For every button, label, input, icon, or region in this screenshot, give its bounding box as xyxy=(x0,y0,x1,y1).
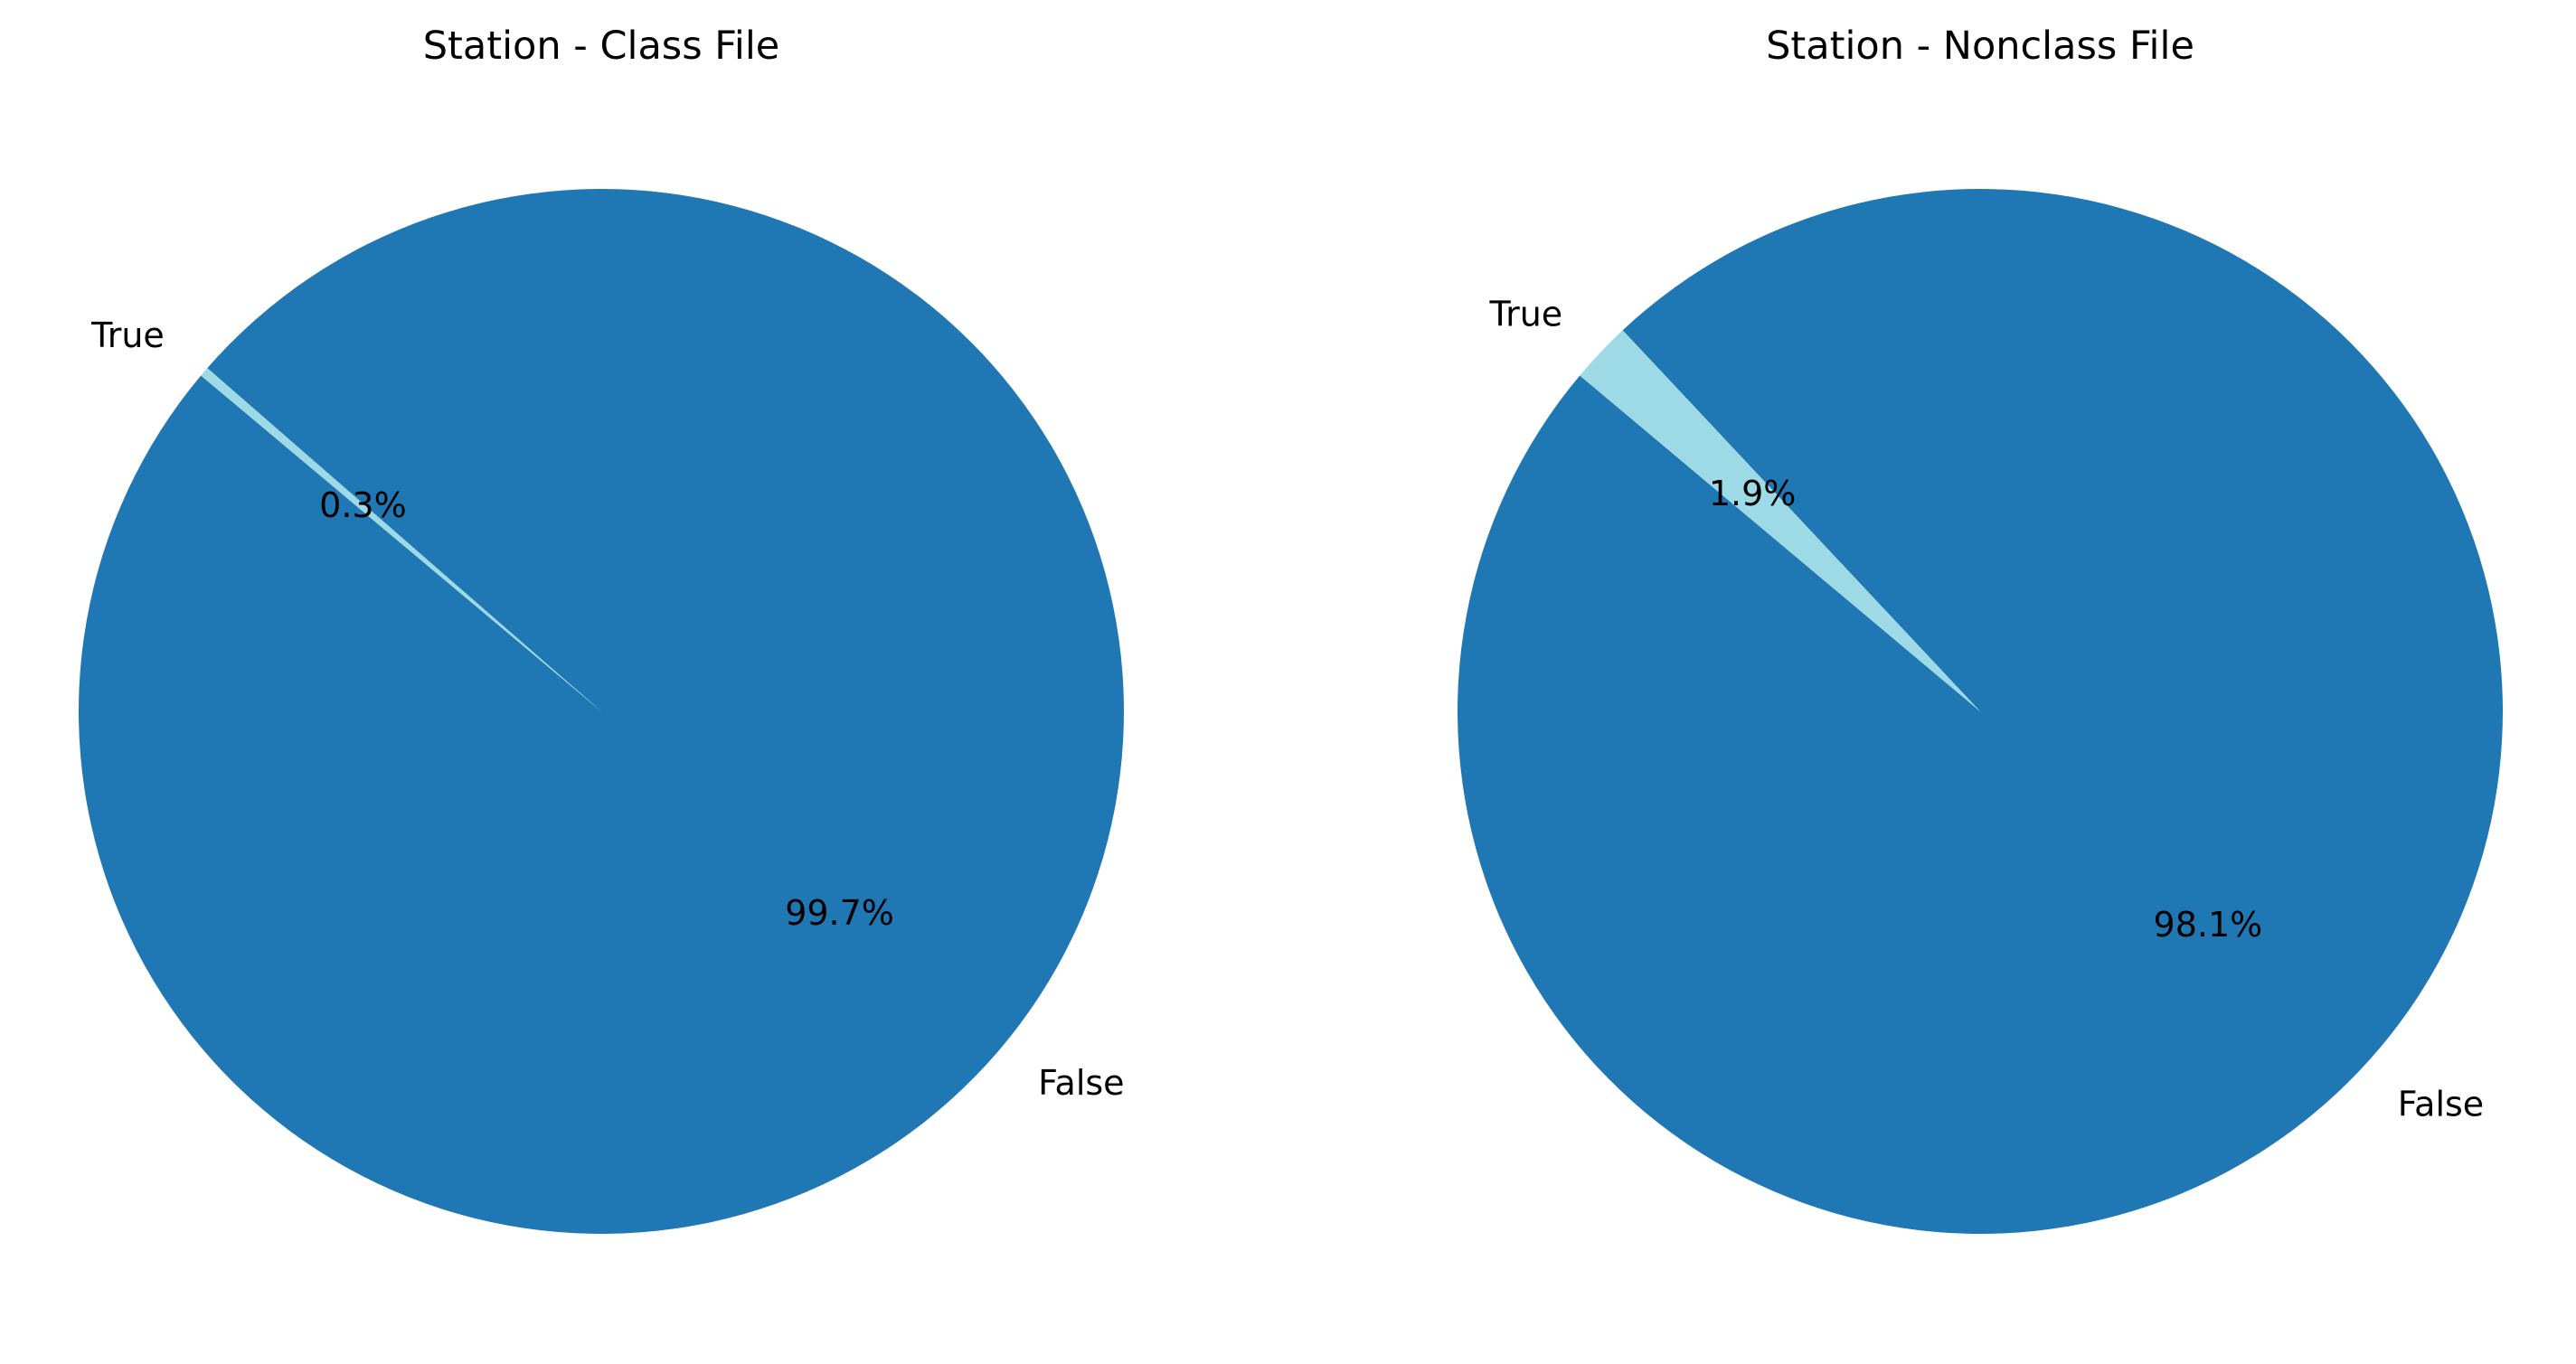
percent-label: 99.7% xyxy=(785,893,894,933)
percent-label: 1.9% xyxy=(1709,474,1797,513)
chart-title: Station - Nonclass File xyxy=(1766,24,2194,69)
slice-label: True xyxy=(90,315,165,355)
pie-labels: False 98.1% True 1.9% xyxy=(1488,294,2484,1124)
pie-slices xyxy=(78,189,1124,1235)
slice-label: False xyxy=(1038,1063,1124,1103)
pie-chart-class-file: Station - Class File False 99.7% True 0.3% xyxy=(78,24,1125,1235)
slice-label: True xyxy=(1488,294,1562,334)
pie-slice-false xyxy=(78,189,1124,1235)
percent-label: 0.3% xyxy=(319,485,407,525)
pie-slices xyxy=(1457,189,2503,1235)
percent-label: 98.1% xyxy=(2154,905,2263,945)
pie-slice-true xyxy=(201,368,601,711)
slice-label: False xyxy=(2398,1085,2484,1124)
pie-slice-false xyxy=(1457,189,2503,1235)
pie-labels: False 99.7% True 0.3% xyxy=(90,315,1124,1103)
chart-title: Station - Class File xyxy=(423,24,779,69)
pie-slice-true xyxy=(1580,330,1980,711)
pie-chart-nonclass-file: Station - Nonclass File False 98.1% True 1.… xyxy=(1457,24,2503,1235)
